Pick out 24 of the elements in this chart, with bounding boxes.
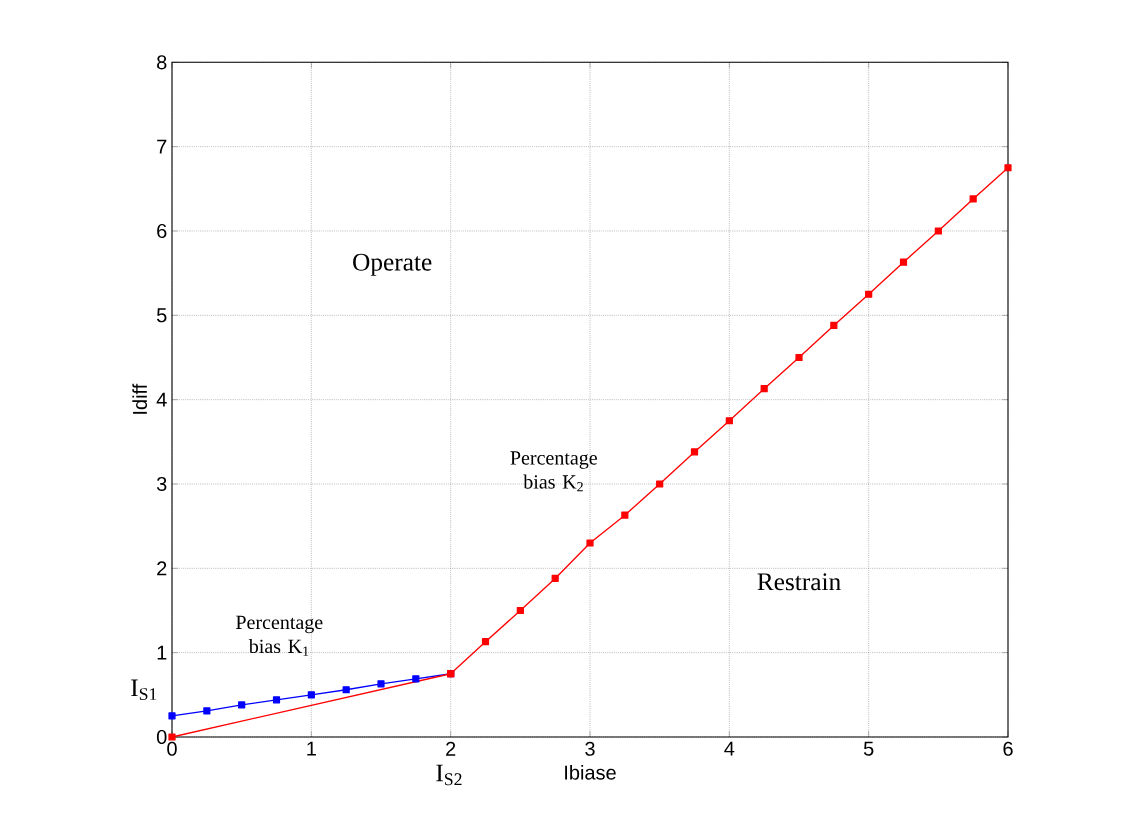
- x-tick-label: 0: [167, 741, 177, 756]
- x-tick-label: 6: [1003, 741, 1013, 756]
- annotation: Percentage bias K$_{2}$: [510, 451, 597, 492]
- x-tick-label: 5: [863, 741, 874, 756]
- y-tick-label: 4: [156, 392, 167, 407]
- y-tick-label: 5: [156, 308, 167, 323]
- y-tick-label: 2: [157, 561, 167, 576]
- x-axis-title: Ibiase: [565, 765, 616, 780]
- annotation: Percentage bias K$_{1}$: [236, 615, 323, 656]
- y-tick-label: 1: [157, 645, 167, 660]
- text: I$_{S1}$: [131, 679, 157, 701]
- x-tick-label: 3: [585, 741, 595, 756]
- y-tick-label: 8: [157, 55, 167, 70]
- y-tick-label: 3: [156, 476, 167, 492]
- x-tick-label: 4: [724, 741, 735, 756]
- x-tick-label: 1: [307, 741, 316, 756]
- y-tick-label: 7: [157, 139, 167, 154]
- y-tick-label: 0: [156, 729, 167, 745]
- annotation: Operate: [353, 253, 432, 276]
- x-tick-label: 2: [446, 741, 456, 756]
- y-axis-title: Idiff: [132, 383, 148, 414]
- y-tick-label: 6: [157, 223, 167, 239]
- text: I$_{S2}$: [436, 764, 462, 786]
- annotation: Restrain: [757, 573, 841, 591]
